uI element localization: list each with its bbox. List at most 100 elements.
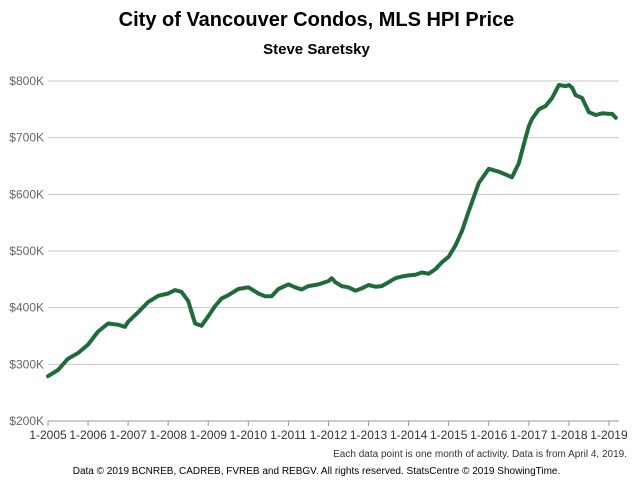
data-point bbox=[373, 285, 377, 289]
data-point bbox=[86, 342, 90, 347]
data-point bbox=[179, 290, 183, 294]
chart-subtitle: Steve Saretsky bbox=[263, 41, 370, 58]
data-point bbox=[330, 276, 334, 280]
data-point bbox=[156, 294, 160, 298]
data-point bbox=[497, 170, 501, 174]
gridlines bbox=[48, 80, 619, 422]
data-point bbox=[610, 112, 614, 116]
data-point bbox=[286, 282, 290, 286]
data-point bbox=[407, 273, 411, 277]
data-point bbox=[346, 285, 351, 289]
data-point bbox=[326, 279, 331, 283]
y-tick-label: $500K bbox=[9, 244, 44, 258]
data-point bbox=[56, 368, 60, 372]
data-point bbox=[213, 304, 217, 308]
y-tick-label: $700K bbox=[9, 131, 44, 145]
y-tick-label: $300K bbox=[9, 357, 44, 371]
x-tick-label: 1-2005 bbox=[29, 428, 67, 442]
x-tick-label: 1-2015 bbox=[430, 428, 468, 442]
data-point bbox=[460, 229, 464, 233]
data-point bbox=[567, 83, 571, 87]
data-note: Each data point is one month of activity… bbox=[333, 449, 627, 460]
data-point bbox=[587, 110, 591, 114]
data-point bbox=[316, 282, 321, 286]
data-point bbox=[380, 284, 384, 288]
data-point bbox=[510, 175, 514, 179]
data-point bbox=[537, 107, 541, 111]
data-point bbox=[276, 287, 280, 291]
data-point bbox=[173, 288, 177, 292]
data-point bbox=[206, 314, 210, 318]
data-point bbox=[447, 255, 451, 259]
data-point bbox=[226, 293, 230, 297]
x-tick-label: 1-2019 bbox=[590, 428, 628, 442]
series-line bbox=[46, 83, 618, 379]
data-point bbox=[530, 117, 534, 121]
data-point bbox=[306, 284, 311, 288]
data-point bbox=[333, 280, 337, 284]
data-point bbox=[574, 93, 578, 97]
data-point bbox=[413, 273, 417, 277]
y-axis: $800K $700K $600K $500K $400K $300K $200K bbox=[9, 74, 44, 428]
data-point bbox=[106, 321, 110, 326]
copyright-note: Data © 2019 BCNREB, CADREB, FVREB and RE… bbox=[72, 466, 561, 477]
data-point bbox=[126, 320, 130, 324]
data-point bbox=[487, 167, 491, 171]
data-point bbox=[340, 284, 344, 288]
data-point bbox=[564, 84, 568, 88]
data-point bbox=[186, 299, 190, 303]
data-point bbox=[236, 287, 240, 291]
y-tick-label: $200K bbox=[9, 414, 44, 428]
x-tick-label: 1-2010 bbox=[230, 428, 268, 442]
data-point bbox=[570, 86, 574, 90]
data-point bbox=[166, 291, 170, 296]
data-point bbox=[116, 323, 120, 327]
x-tick-label: 1-2012 bbox=[310, 428, 348, 442]
data-point bbox=[427, 272, 431, 276]
x-tick-label: 1-2008 bbox=[150, 428, 188, 442]
data-point bbox=[246, 285, 250, 289]
data-point bbox=[420, 270, 424, 275]
data-point bbox=[96, 329, 100, 334]
x-axis: 1-2005 1-2006 1-2007 1-2008 1-2009 1-2010 1-20… bbox=[29, 420, 628, 442]
data-point bbox=[393, 276, 397, 280]
data-point bbox=[270, 294, 274, 298]
data-point bbox=[300, 287, 304, 292]
data-point bbox=[66, 357, 70, 361]
data-point bbox=[146, 300, 150, 304]
x-tick-label: 1-2006 bbox=[69, 428, 107, 442]
data-point bbox=[440, 260, 444, 264]
data-point bbox=[524, 136, 528, 140]
data-point bbox=[193, 321, 197, 326]
x-tick-label: 1-2016 bbox=[470, 428, 508, 442]
y-tick-label: $400K bbox=[9, 301, 44, 315]
data-point bbox=[614, 116, 618, 120]
x-tick-label: 1-2011 bbox=[270, 428, 307, 442]
data-point bbox=[467, 209, 471, 213]
data-point bbox=[136, 310, 140, 314]
data-point bbox=[387, 280, 391, 284]
data-point bbox=[219, 297, 224, 301]
data-point bbox=[527, 124, 531, 128]
data-point bbox=[557, 83, 561, 87]
data-point bbox=[477, 181, 481, 185]
data-point bbox=[594, 113, 598, 117]
data-point bbox=[550, 96, 554, 100]
data-point bbox=[433, 267, 438, 271]
data-point bbox=[400, 274, 404, 279]
data-point bbox=[293, 285, 297, 289]
data-point bbox=[360, 286, 364, 290]
data-point bbox=[517, 161, 521, 165]
y-tick-label: $600K bbox=[9, 187, 44, 201]
data-point bbox=[544, 104, 548, 108]
x-tick-label: 1-2018 bbox=[550, 428, 588, 442]
data-point bbox=[367, 283, 371, 287]
data-point bbox=[263, 294, 267, 298]
x-tick-label: 1-2009 bbox=[190, 428, 228, 442]
data-point bbox=[504, 172, 508, 177]
data-point bbox=[256, 291, 260, 296]
x-tick-label: 1-2014 bbox=[390, 428, 428, 442]
x-tick-label: 1-2017 bbox=[510, 428, 548, 442]
chart-title: City of Vancouver Condos, MLS HPI Price bbox=[118, 9, 515, 31]
x-tick-label: 1-2007 bbox=[109, 428, 147, 442]
